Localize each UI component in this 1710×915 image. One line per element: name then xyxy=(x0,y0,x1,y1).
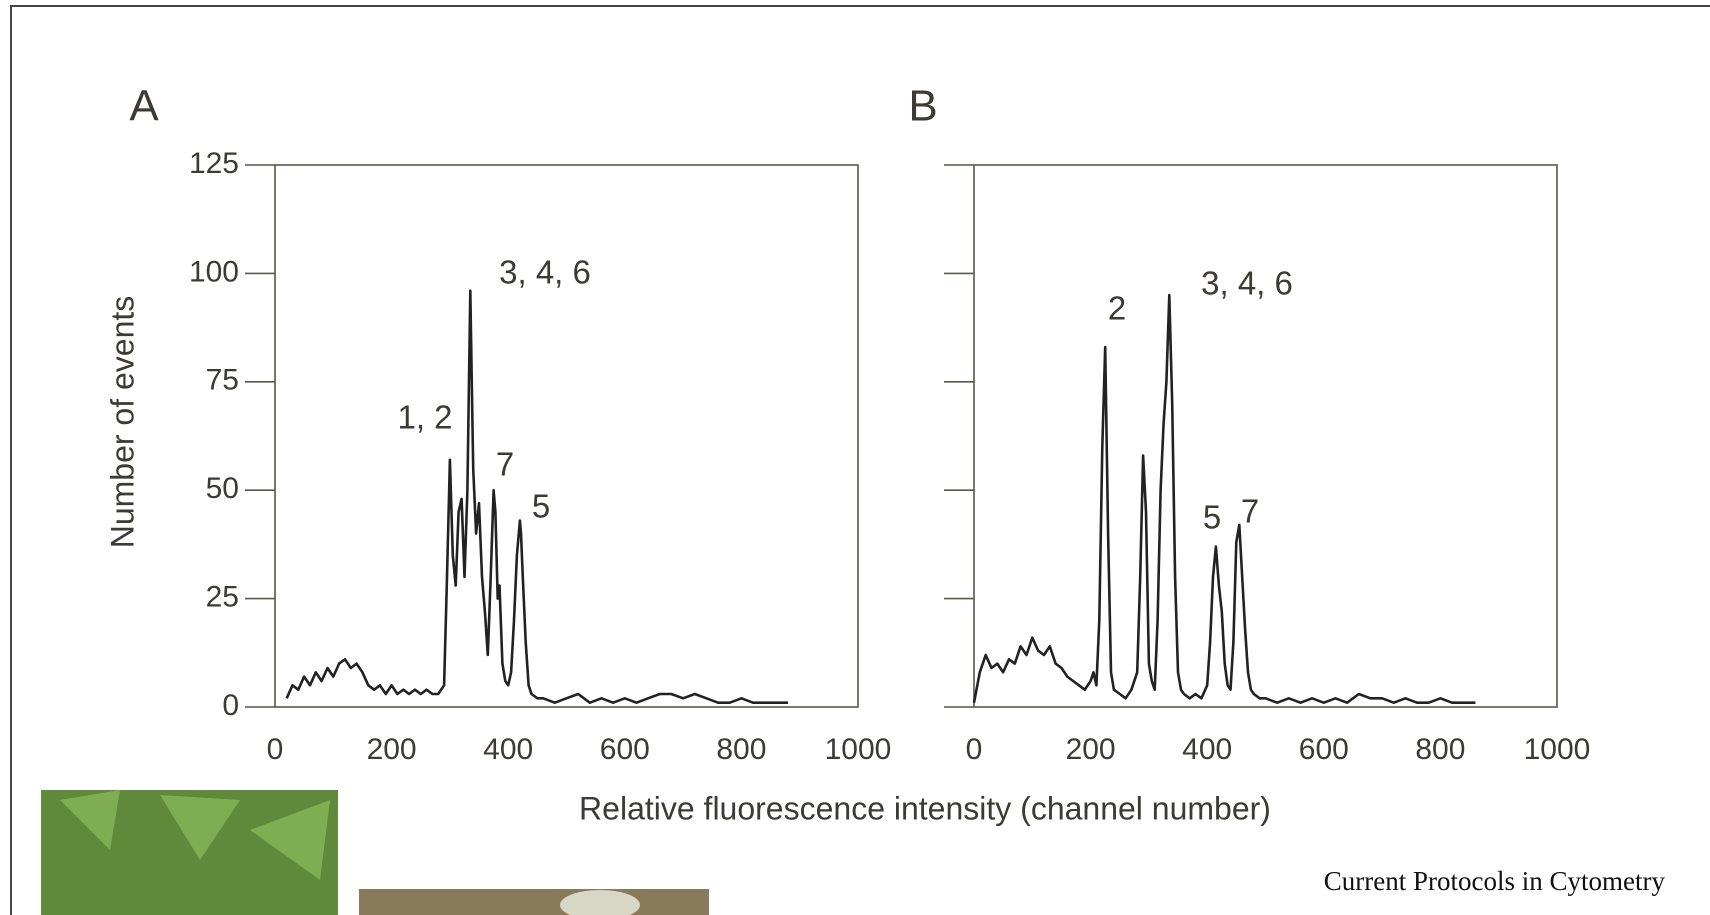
peak-annotation: 1, 2 xyxy=(397,399,452,436)
peak-annotation: 5 xyxy=(1203,499,1221,536)
y-tick-label: 50 xyxy=(206,472,239,505)
page-border xyxy=(10,5,1710,915)
x-tick-label: 0 xyxy=(966,733,983,766)
histogram-line xyxy=(285,289,788,704)
peak-annotation: 2 xyxy=(1108,290,1126,327)
x-tick-label: 200 xyxy=(367,733,417,766)
x-axis-label: Relative fluorescence intensity (channel… xyxy=(579,790,1271,826)
photo-seed xyxy=(359,889,709,915)
peak-annotation: 3, 4, 6 xyxy=(1201,265,1293,302)
plot-frame xyxy=(274,164,859,708)
peak-annotation: 3, 4, 6 xyxy=(499,254,591,291)
photo-seed-detail xyxy=(560,890,640,915)
plot-frame xyxy=(973,164,1558,708)
peak-annotation: 5 xyxy=(532,488,550,525)
peak-annotation: 7 xyxy=(496,446,514,483)
y-tick-label: 100 xyxy=(189,255,239,288)
x-tick-label: 200 xyxy=(1066,733,1116,766)
x-tick-label: 400 xyxy=(483,733,533,766)
panel-label: A xyxy=(129,82,159,131)
y-axis-label: Number of events xyxy=(104,296,140,549)
x-tick-label: 600 xyxy=(600,733,650,766)
photo-leaves xyxy=(60,790,330,880)
peak-annotation: 7 xyxy=(1241,493,1259,530)
y-tick-label: 0 xyxy=(222,689,239,722)
y-tick-label: 125 xyxy=(189,147,239,180)
y-tick-label: 75 xyxy=(206,364,239,397)
x-tick-label: 1000 xyxy=(1524,733,1591,766)
histogram-line xyxy=(972,293,1476,704)
x-tick-label: 800 xyxy=(716,733,766,766)
y-tick-label: 25 xyxy=(206,581,239,614)
x-tick-label: 800 xyxy=(1415,733,1465,766)
x-tick-label: 0 xyxy=(267,733,284,766)
panel-label: B xyxy=(908,82,937,131)
x-tick-label: 1000 xyxy=(825,733,892,766)
source: Current Protocols in Cytometry xyxy=(1324,866,1666,896)
x-tick-label: 400 xyxy=(1182,733,1232,766)
x-tick-label: 600 xyxy=(1299,733,1349,766)
